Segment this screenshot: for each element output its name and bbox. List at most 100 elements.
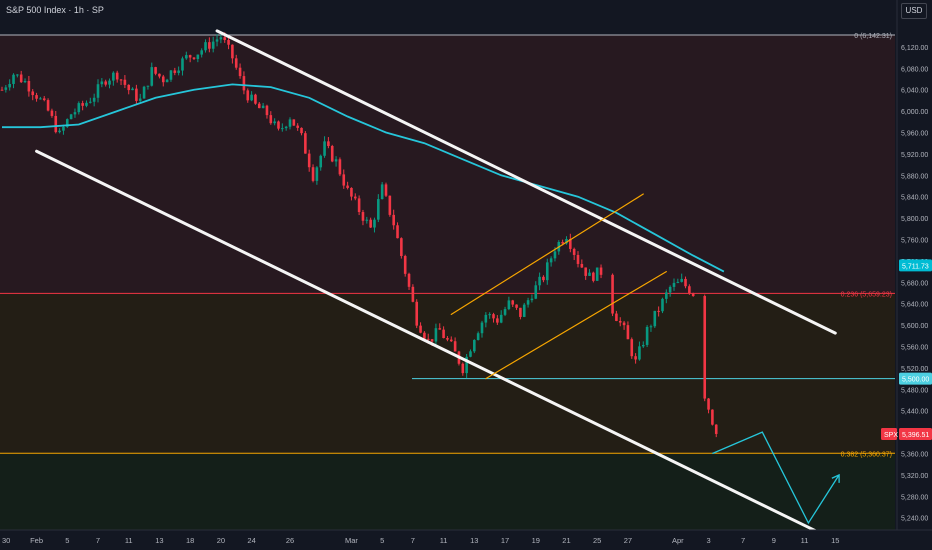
candle — [511, 299, 515, 308]
candle — [688, 284, 691, 295]
candle — [8, 79, 11, 91]
x-tick-label: 24 — [247, 536, 255, 545]
candle-body — [461, 363, 465, 374]
candle — [419, 322, 422, 334]
candle — [4, 85, 8, 93]
candle-body — [123, 79, 127, 85]
candle-body — [714, 424, 718, 434]
candle-body — [538, 276, 541, 286]
candle-body — [307, 153, 311, 168]
candle-body — [576, 254, 580, 264]
candle-body — [238, 67, 242, 77]
candle — [296, 123, 299, 131]
candle — [23, 78, 27, 84]
candle-body — [419, 325, 422, 333]
candle-body — [165, 79, 169, 83]
candle — [89, 97, 92, 104]
candle — [315, 166, 319, 185]
candle — [177, 66, 180, 76]
symbol-tag-bg — [881, 427, 897, 440]
y-tick-label: 6,000.00 — [901, 109, 928, 116]
candle — [92, 93, 96, 107]
candle-body — [142, 86, 146, 99]
candle — [196, 54, 200, 63]
candle — [384, 182, 388, 198]
candle-body — [542, 276, 545, 281]
candle — [219, 34, 223, 44]
last-price-tag-bg — [899, 427, 932, 440]
candle — [350, 187, 353, 201]
trend-drawings — [35, 29, 840, 533]
candle — [611, 273, 614, 317]
candle-body — [185, 55, 188, 59]
x-tick-label: 26 — [286, 536, 294, 545]
candle — [108, 78, 111, 89]
candle-body — [473, 339, 476, 352]
candle-body — [423, 332, 426, 339]
candle — [150, 62, 154, 87]
candle — [473, 339, 476, 354]
candle-body — [511, 300, 515, 305]
candle — [530, 294, 534, 303]
candle — [492, 312, 495, 323]
candle-body — [572, 248, 576, 255]
currency-button[interactable]: USD — [901, 3, 927, 19]
y-tick-label: 5,240.00 — [901, 516, 928, 523]
candle-body — [361, 212, 365, 221]
candle — [300, 127, 303, 136]
candle-body — [580, 263, 584, 268]
candle — [46, 98, 50, 112]
candle-body — [231, 44, 234, 59]
candle — [569, 233, 572, 253]
candle — [12, 73, 15, 89]
candle-body — [465, 356, 468, 374]
y-axis: 5,240.005,280.005,320.005,360.005,400.00… — [881, 0, 932, 550]
candle-body — [19, 74, 23, 83]
candle — [127, 84, 131, 95]
x-tick-label: 17 — [501, 536, 509, 545]
candle — [680, 273, 683, 283]
candle — [234, 54, 238, 70]
y-tick-label: 5,800.00 — [901, 216, 928, 223]
candle — [661, 297, 664, 314]
candle-body — [515, 304, 518, 308]
candle — [181, 56, 184, 76]
candle — [204, 39, 207, 53]
candle — [208, 37, 211, 53]
candle — [496, 315, 499, 325]
y-tick-label: 5,320.00 — [901, 473, 928, 480]
candle — [327, 137, 330, 149]
candle-body — [377, 199, 380, 220]
candle-body — [204, 42, 207, 51]
candle — [284, 125, 288, 131]
x-tick-label: 18 — [186, 536, 194, 545]
candle — [668, 285, 672, 297]
candle-body — [181, 58, 184, 71]
candle — [257, 102, 261, 109]
candle — [373, 217, 376, 233]
x-tick-label: 7 — [741, 536, 745, 545]
candle-body — [104, 81, 107, 85]
candle-body — [565, 238, 568, 244]
candle — [138, 93, 142, 103]
candle — [342, 169, 346, 189]
candle-body — [58, 130, 61, 133]
candle-body — [112, 72, 115, 81]
candle-body — [69, 114, 73, 120]
x-tick-label: 30 — [2, 536, 10, 545]
candle-body — [703, 296, 707, 399]
x-tick-label: 15 — [831, 536, 839, 545]
candle-body — [492, 314, 495, 319]
y-tick-label: 5,640.00 — [901, 302, 928, 309]
candle-body — [430, 339, 434, 342]
symbol-tag: SPX — [884, 432, 898, 439]
candle — [684, 276, 687, 289]
candle-body — [311, 167, 315, 181]
candle — [269, 111, 273, 125]
candle — [158, 73, 161, 79]
candle — [565, 236, 568, 245]
zone-below-0382 — [0, 453, 895, 530]
candle-body — [315, 167, 319, 181]
candle — [415, 299, 419, 329]
